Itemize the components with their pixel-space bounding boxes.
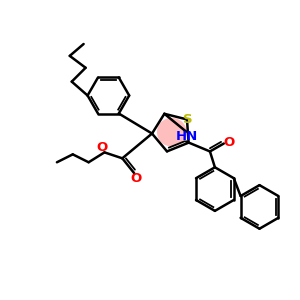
Text: O: O xyxy=(130,172,142,184)
Ellipse shape xyxy=(157,118,187,146)
Text: HN: HN xyxy=(176,130,198,143)
Text: O: O xyxy=(223,136,234,149)
Text: O: O xyxy=(97,141,108,154)
Text: S: S xyxy=(183,113,193,126)
